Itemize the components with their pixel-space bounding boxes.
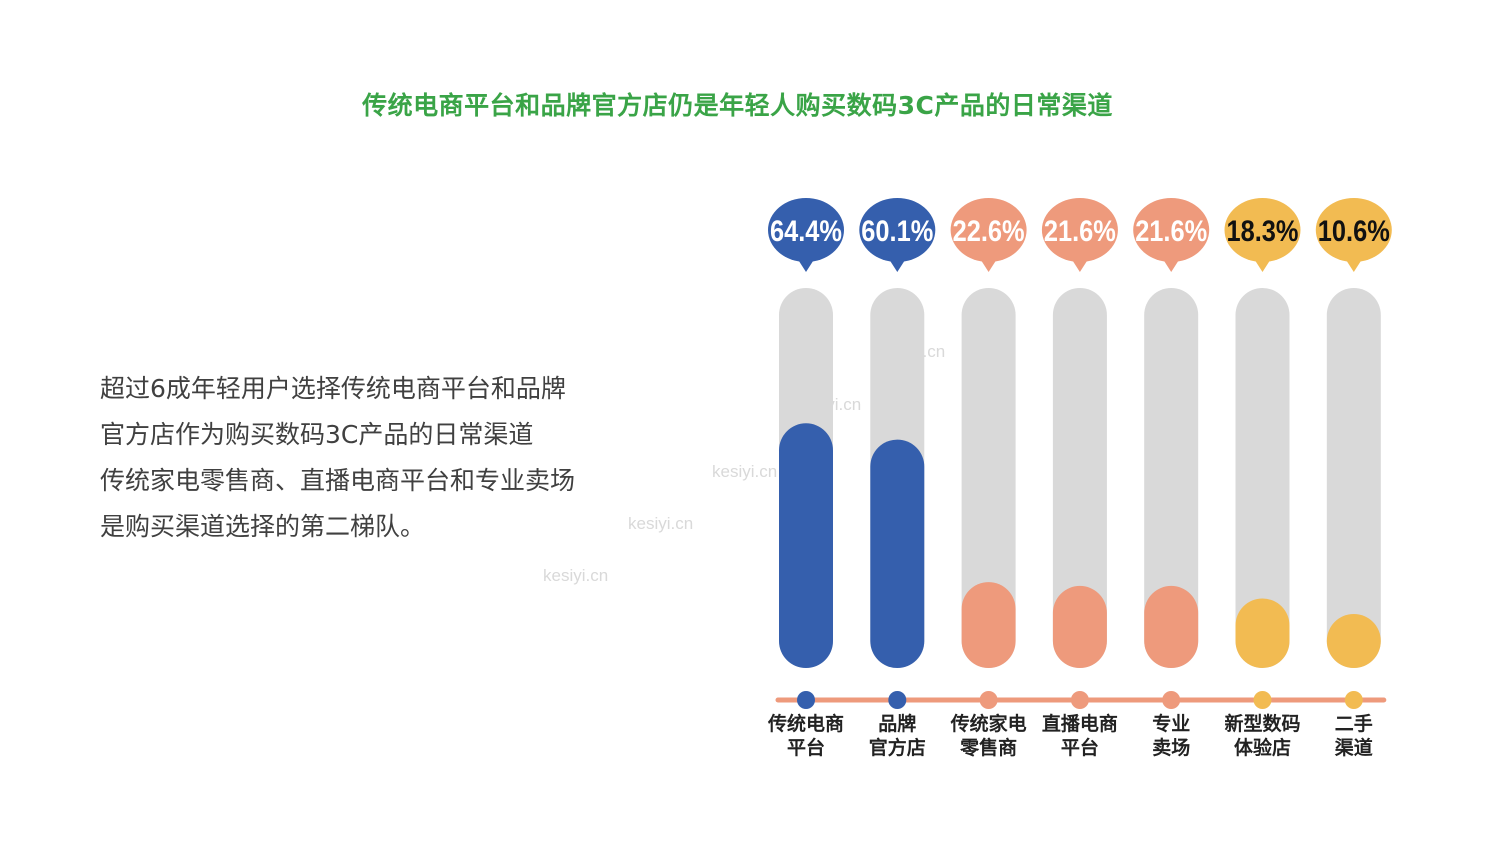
data-label: 18.3% [1227,215,1299,248]
category-label: 直播电商 [1042,712,1118,735]
data-label: 21.6% [1135,215,1207,248]
description-line-3: 传统家电零售商、直播电商平台和专业卖场 [100,466,576,495]
category-label: 二手 [1335,712,1373,735]
axis-dot [1070,691,1089,709]
bar-track [1144,288,1199,668]
value-bubble-pointer [1344,258,1363,272]
value-bubble-pointer [797,258,815,272]
value-bubble-pointer [888,258,907,272]
bar [1052,585,1107,668]
category-label: 传统电商 [767,712,844,735]
bar-track [1052,288,1107,668]
description-line-4: 是购买渠道选择的第二梯队。 [100,512,426,541]
category-label: 新型数码 [1224,712,1300,735]
axis-dot [797,691,815,709]
value-bubble [1133,198,1210,262]
bar [1144,585,1199,668]
axis-dot [888,691,907,709]
bar-track [961,288,1016,668]
axis-dot [1344,691,1363,709]
category-label: 零售商 [959,736,1017,759]
axis-dot [979,691,998,709]
category-label: 平台 [787,736,825,759]
value-bubble-pointer [1162,258,1181,272]
description-text: 超过6成年轻用户选择传统电商平台和品牌 官方店作为购买数码3C产品的日常渠道 传… [100,366,700,550]
watermark-3: kesiyi.cn [712,462,778,481]
axis-dot [1253,691,1272,709]
value-bubble-pointer [1253,258,1272,272]
category-label: 官方店 [869,736,926,759]
data-label: 60.1% [861,215,933,248]
category-label: 卖场 [1152,737,1190,759]
bar-track [1235,288,1290,668]
category-label: 渠道 [1335,736,1373,759]
axis-dot [1162,691,1181,709]
bar [1326,614,1381,668]
description-line-1: 超过6成年轻用户选择传统电商平台和品牌 [100,374,566,403]
data-label: 64.4% [770,215,842,248]
value-bubble [859,198,936,262]
bar-track [1326,288,1381,668]
description-line-2: 官方店作为购买数码3C产品的日常渠道 [100,420,534,449]
data-label: 22.6% [953,215,1025,248]
watermark-4: kesiyi.cn [628,514,694,533]
category-label: 平台 [1061,736,1099,759]
value-bubble [950,198,1027,262]
category-label: 传统家电 [950,712,1027,735]
page-title: 传统电商平台和品牌官方店仍是年轻人购买数码3C产品的日常渠道 [362,91,1113,120]
bar [961,582,1016,668]
bar [870,439,925,668]
bar [1235,598,1290,668]
data-label: 10.6% [1318,215,1390,248]
value-bubble [1315,198,1392,262]
value-bubble [1041,198,1118,262]
category-label: 专业 [1152,712,1190,735]
data-label: 21.6% [1044,215,1116,248]
value-bubble [768,198,844,262]
value-bubble-pointer [979,258,998,272]
value-bubble [1224,198,1301,262]
bar [779,423,833,668]
category-label: 体验店 [1234,736,1291,759]
value-bubble-pointer [1070,258,1089,272]
category-label: 品牌 [878,712,916,735]
watermark-5: kesiyi.cn [543,566,609,585]
